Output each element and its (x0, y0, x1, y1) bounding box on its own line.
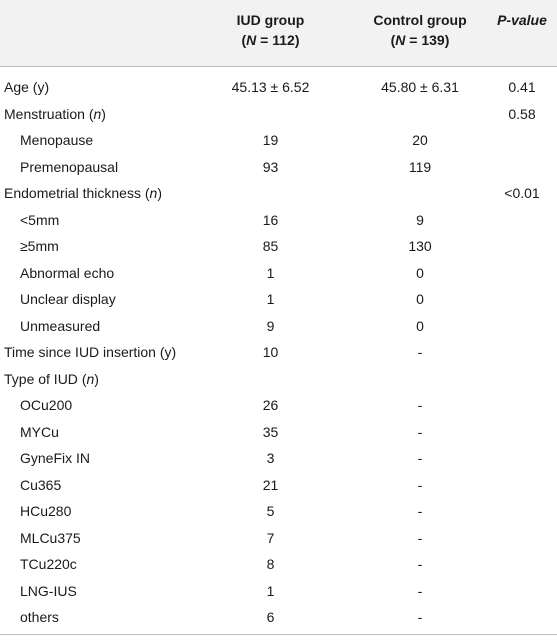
row-label: <5mm (20, 211, 60, 228)
table-row: Premenopausal 93 119 (0, 154, 557, 181)
table-row: Abnormal echo 1 0 (0, 260, 557, 287)
header-p-title: P-value (497, 12, 547, 28)
iud-value: 7 (266, 529, 275, 546)
row-label: Type of IUD (n) (4, 370, 99, 387)
table-row: LNG-IUS 1 - (0, 578, 557, 605)
control-value: 130 (408, 238, 432, 254)
table-row: Endometrial thickness (n) <0.01 (0, 180, 557, 207)
iud-value: 1 (266, 264, 275, 281)
row-label: Premenopausal (20, 158, 119, 175)
bottom-rule (0, 634, 557, 635)
row-label: TCu220c (20, 556, 77, 572)
control-value: 0 (416, 317, 424, 334)
control-value: 9 (416, 211, 424, 228)
row-label: Time since IUD insertion (y) (4, 344, 177, 360)
row-label: LNG-IUS (20, 582, 77, 599)
table-row: MYCu 35 - (0, 419, 557, 446)
iud-value: 35 (262, 423, 279, 440)
table-row: Menopause 19 20 (0, 127, 557, 154)
iud-value: 9 (266, 317, 275, 334)
header-control-group: Control group (N = 139) (358, 10, 482, 50)
control-value: - (417, 423, 423, 440)
table-row: <5mm 16 9 (0, 207, 557, 234)
control-value: - (417, 582, 423, 599)
control-value: - (417, 503, 423, 519)
table-header: IUD group (N = 112) Control group (N = 1… (0, 0, 557, 67)
row-label: Age (y) (4, 79, 50, 95)
p-value: 0.58 (508, 105, 536, 122)
control-value: 0 (416, 291, 424, 307)
row-label: Unclear display (20, 291, 116, 307)
iud-value: 93 (262, 158, 279, 175)
row-label: MLCu375 (20, 529, 81, 546)
header-p-value: P-value (487, 10, 557, 30)
table-row: Unclear display 1 0 (0, 286, 557, 313)
header-control-n: (N = 139) (390, 32, 450, 48)
header-control-title: Control group (373, 12, 467, 28)
row-label: MYCu (20, 423, 59, 440)
row-label: HCu280 (20, 503, 72, 519)
table-row: OCu200 26 - (0, 392, 557, 419)
header-iud-title: IUD group (236, 12, 305, 28)
row-label: Menstruation (n) (4, 105, 106, 122)
table-row: Unmeasured 9 0 (0, 313, 557, 340)
table-row: MLCu375 7 - (0, 525, 557, 552)
iud-value: 3 (266, 450, 275, 466)
iud-value: 1 (266, 291, 275, 307)
table-row: Menstruation (n) 0.58 (0, 101, 557, 128)
table-row: GyneFix IN 3 - (0, 445, 557, 472)
iud-value: 1 (266, 582, 275, 599)
table-row: HCu280 5 - (0, 498, 557, 525)
iud-value: 19 (262, 132, 279, 148)
p-value: 0.41 (508, 79, 536, 95)
control-value: 20 (412, 132, 428, 148)
row-label: Endometrial thickness (n) (4, 185, 162, 201)
control-value: - (417, 397, 423, 413)
control-value: - (417, 450, 423, 466)
table-row: Cu365 21 - (0, 472, 557, 499)
row-label: ≥5mm (20, 238, 59, 254)
row-label: OCu200 (20, 397, 73, 413)
iud-value: 26 (262, 397, 279, 413)
table-row: Type of IUD (n) (0, 366, 557, 393)
table-row: Age (y) 45.13 ± 6.52 45.80 ± 6.31 0.41 (0, 74, 557, 101)
control-value: - (417, 344, 423, 360)
iud-value: 10 (262, 344, 279, 360)
iud-value: 45.13 ± 6.52 (231, 79, 310, 95)
header-iud-n: (N = 112) (241, 32, 300, 48)
iud-value: 85 (262, 238, 279, 254)
header-iud-group: IUD group (N = 112) (208, 10, 333, 50)
table-row: TCu220c 8 - (0, 551, 557, 578)
table-row: others 6 - (0, 604, 557, 631)
iud-value: 6 (266, 609, 275, 625)
table-row: Time since IUD insertion (y) 10 - (0, 339, 557, 366)
row-label: Unmeasured (20, 317, 101, 334)
table-row: ≥5mm 85 130 (0, 233, 557, 260)
row-label: Cu365 (20, 476, 62, 493)
row-label: Menopause (20, 132, 94, 148)
iud-value: 5 (266, 503, 275, 519)
p-value: <0.01 (504, 185, 540, 201)
control-value: 45.80 ± 6.31 (381, 79, 459, 95)
control-value: - (417, 556, 423, 572)
control-value: 0 (416, 264, 424, 281)
control-value: 119 (408, 158, 432, 175)
row-label: Abnormal echo (20, 264, 115, 281)
iud-value: 21 (262, 476, 279, 493)
iud-value: 16 (262, 211, 279, 228)
row-label: others (20, 609, 59, 625)
control-value: - (417, 529, 423, 546)
iud-value: 8 (266, 556, 275, 572)
row-label: GyneFix IN (20, 450, 91, 466)
control-value: - (417, 609, 423, 625)
control-value: - (417, 476, 423, 493)
